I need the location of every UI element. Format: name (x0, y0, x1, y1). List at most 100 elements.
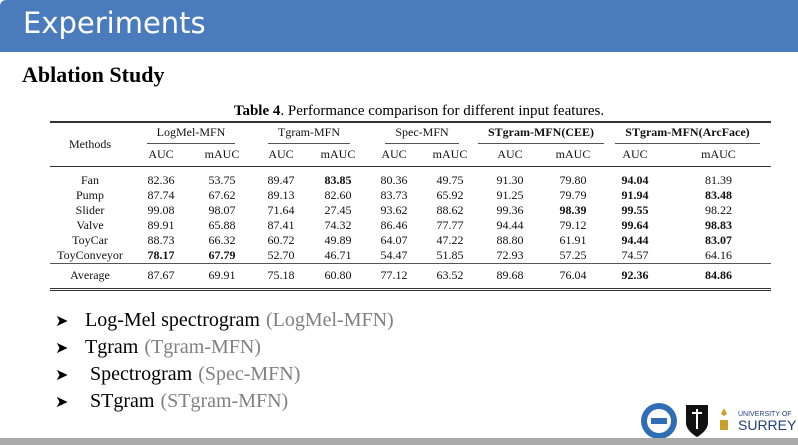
value-cell: 82.60 (324, 187, 352, 202)
value-cell: 99.36 (496, 202, 524, 217)
table-caption: Table 4. Performance comparison for diff… (0, 103, 798, 120)
value-cell: 89.47 (267, 172, 295, 187)
table-row: Valve 89.91 65.88 87.41 74.32 86.46 77.77 94.44… (50, 218, 771, 233)
group-header: LogMel-MFN (130, 122, 252, 144)
bullet-model: (STgram-MFN) (160, 390, 289, 412)
subheader-mauc: mAUC (432, 147, 468, 162)
value-cell: 93.62 (380, 202, 408, 217)
value-cell: 98.22 (704, 202, 732, 217)
value-cell: 77.77 (436, 217, 464, 232)
value-cell: 67.62 (208, 187, 236, 202)
caption-text: . Performance comparison for different i… (280, 103, 605, 119)
value-cell: 98.39 (559, 202, 587, 217)
value-cell: 67.79 (208, 247, 236, 262)
value-cell: 53.75 (208, 172, 236, 187)
value-cell: 64.16 (704, 247, 732, 262)
value-cell: 27.45 (324, 202, 352, 217)
value-cell: 79.12 (559, 217, 587, 232)
value-cell: 94.44 (621, 232, 649, 247)
value-cell: 87.74 (147, 187, 175, 202)
subheader-mauc: mAUC (555, 147, 591, 162)
value-cell: 80.36 (380, 172, 408, 187)
value-cell: 91.94 (621, 187, 649, 202)
method-cell: Slider (75, 202, 105, 217)
value-cell: 87.67 (130, 262, 192, 291)
value-cell: 94.04 (621, 172, 649, 187)
bullet-item: ➤ STgram (STgram-MFN) (55, 388, 394, 415)
value-cell: 60.72 (267, 232, 295, 247)
table-row: Fan 82.36 53.75 89.47 83.85 80.36 49.75 91.30 79… (50, 166, 771, 188)
caption-label: Table 4 (233, 103, 281, 119)
value-cell: 99.08 (147, 202, 175, 217)
bullet-model: (LogMel-MFN) (265, 309, 394, 331)
value-cell: 49.75 (436, 172, 464, 187)
value-cell: 49.89 (324, 232, 352, 247)
surrey-logo-text: UNIVERSITY OF SURREY (738, 410, 797, 433)
bullet-item: ➤ Log-Mel spectrogram (LogMel-MFN) (55, 307, 394, 334)
slide-header: Experiments (0, 0, 798, 52)
subheader-auc: AUC (497, 147, 523, 162)
bullet-label: Log-Mel spectrogram (85, 309, 260, 331)
value-cell: 46.71 (324, 247, 352, 262)
value-cell: 65.88 (208, 217, 236, 232)
methods-header: Methods (50, 122, 130, 167)
value-cell: 47.22 (436, 232, 464, 247)
subheader-auc: AUC (268, 147, 294, 162)
value-cell: 78.17 (147, 247, 175, 262)
shield-logo (686, 405, 708, 437)
value-cell: 63.52 (422, 262, 478, 291)
group-header: Tgram-MFN (252, 122, 366, 144)
value-cell: 83.48 (704, 187, 732, 202)
value-cell: 76.04 (542, 262, 604, 291)
value-cell: 83.07 (704, 232, 732, 247)
bullet-model: (Tgram-MFN) (144, 336, 261, 358)
value-cell: 60.80 (310, 262, 366, 291)
method-cell: Pump (75, 187, 104, 202)
value-cell: 69.91 (192, 262, 252, 291)
value-cell: 72.93 (496, 247, 524, 262)
bullet-model: (Spec-MFN) (198, 363, 301, 385)
value-cell: 81.39 (704, 172, 732, 187)
value-cell: 74.57 (621, 247, 649, 262)
value-cell: 82.36 (147, 172, 175, 187)
subheader-mauc: mAUC (320, 147, 356, 162)
method-cell: Fan (81, 172, 99, 187)
bullet-label: STgram (85, 390, 155, 412)
value-cell: 92.36 (603, 262, 666, 291)
bullet-item: ➤ Spectrogram (Spec-MFN) (55, 361, 394, 388)
group-header: Spec-MFN (366, 122, 478, 144)
value-cell: 66.32 (208, 232, 236, 247)
subheader-auc: AUC (622, 147, 648, 162)
value-cell: 84.86 (665, 262, 771, 291)
value-cell: 79.80 (559, 172, 587, 187)
subheader-mauc: mAUC (701, 147, 736, 162)
group-header: STgram-MFN(CEE) (478, 122, 604, 144)
method-cell: ToyCar (72, 232, 108, 247)
value-cell: 87.41 (267, 217, 295, 232)
value-cell: 83.73 (380, 187, 408, 202)
arrow-bullet-icon: ➤ (55, 339, 69, 357)
method-cell: ToyConveyor (57, 247, 123, 262)
value-cell: 98.07 (208, 202, 236, 217)
stag-icon (720, 408, 728, 430)
bullet-label: Spectrogram (85, 363, 193, 385)
subheader-mauc: mAUC (204, 147, 240, 162)
value-cell: 89.68 (478, 262, 543, 291)
group-header: STgram-MFN(ArcFace) (604, 122, 771, 144)
table-row: Pump 87.74 67.62 89.13 82.60 83.73 65.92 91.25 7… (50, 188, 771, 203)
table-row: ToyConveyor 78.17 67.79 52.70 46.71 54.47 51.8… (50, 248, 771, 264)
value-cell: 91.25 (496, 187, 524, 202)
value-cell: 83.85 (324, 172, 352, 187)
section-subtitle: Ablation Study (22, 62, 165, 87)
method-cell: Valve (76, 217, 104, 232)
table-row: ToyCar 88.73 66.32 60.72 49.89 64.07 47.22 88.8… (50, 233, 771, 248)
value-cell: 74.32 (324, 217, 352, 232)
value-cell: 86.46 (380, 217, 408, 232)
bullet-item: ➤ Tgram (Tgram-MFN) (55, 334, 394, 361)
value-cell: 79.79 (559, 187, 587, 202)
value-cell: 65.92 (436, 187, 464, 202)
value-cell: 61.91 (559, 232, 587, 247)
arrow-bullet-icon: ➤ (55, 366, 69, 384)
slide-title: Experiments (23, 6, 206, 40)
value-cell: 51.85 (436, 247, 464, 262)
